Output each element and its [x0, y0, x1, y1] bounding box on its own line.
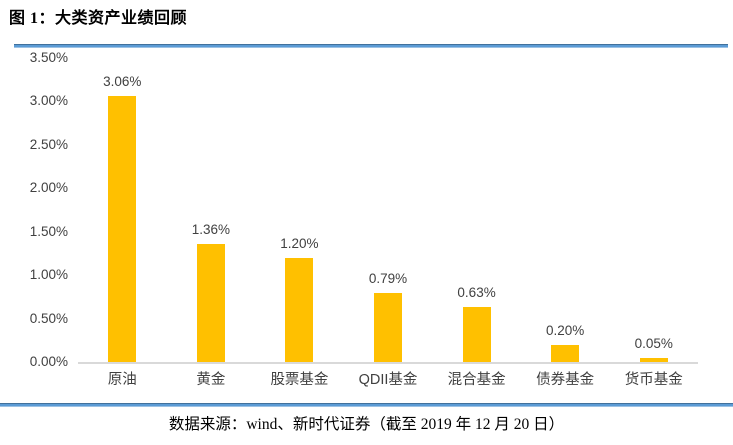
- bar-value-label: 0.05%: [634, 335, 673, 351]
- y-tick-label: 3.50%: [29, 50, 68, 65]
- bar-原油: [108, 96, 137, 362]
- bar-value-label: 1.36%: [191, 221, 230, 237]
- bar-value-label: 0.20%: [545, 322, 585, 338]
- y-tick-label: 0.50%: [29, 310, 68, 326]
- x-category-label: 股票基金: [270, 372, 329, 388]
- bar-chart-plot-area: 3.06% 1.36% 1.20% 0.79% 0.63% 0.20% 0.05%: [78, 58, 698, 364]
- bar-QDII基金: [373, 293, 402, 362]
- y-axis-tick-labels: 3.50% 3.00% 2.50% 2.00% 1.50% 1.00% 0.50% 0.00%: [8, 0, 68, 400]
- bar-value-label: 0.79%: [368, 271, 408, 287]
- bar-slot: 0.79%: [344, 58, 433, 362]
- bar-value-label: 3.06%: [103, 74, 142, 90]
- y-tick-label: 2.00%: [29, 180, 68, 196]
- y-tick-label: 3.00%: [29, 93, 68, 109]
- bar-货币基金: [639, 357, 668, 362]
- bar-债券基金: [551, 344, 580, 362]
- bar-slot: 0.05%: [609, 58, 698, 362]
- x-category-label: 债券基金: [536, 372, 595, 388]
- bar-slot: 1.36%: [167, 58, 256, 362]
- bar-value-label: 1.20%: [280, 235, 319, 251]
- source-note: 数据来源：wind、新时代证券（截至 2019 年 12 月 20 日）: [168, 416, 565, 433]
- bottom-divider-rule: [0, 403, 733, 407]
- y-tick-label: 1.00%: [29, 267, 68, 283]
- bar-slot: 1.20%: [255, 58, 344, 362]
- y-tick-label: 0.00%: [29, 354, 68, 369]
- x-axis-category-labels: 原油 黄金 股票基金 QDII基金 混合基金 债券基金 货币基金: [78, 368, 698, 389]
- x-category-label: 混合基金: [447, 372, 506, 388]
- bar-value-label: 0.63%: [457, 285, 496, 301]
- bar-slot: 3.06%: [78, 58, 167, 362]
- x-category-label: 货币基金: [624, 372, 683, 388]
- figure-title: 图 1：大类资产业绩回顾: [9, 10, 188, 27]
- x-category-label: QDII基金: [358, 372, 418, 388]
- top-divider-rule: [14, 44, 728, 48]
- bar-slot: 0.63%: [432, 58, 521, 362]
- bar-混合基金: [462, 307, 491, 362]
- bar-黄金: [196, 243, 225, 362]
- y-tick-label: 1.50%: [29, 223, 68, 239]
- bar-slot: 0.20%: [521, 58, 610, 362]
- x-category-label: 原油: [107, 372, 137, 388]
- y-tick-label: 2.50%: [29, 136, 68, 152]
- bar-股票基金: [285, 257, 314, 362]
- x-category-label: 黄金: [196, 372, 226, 388]
